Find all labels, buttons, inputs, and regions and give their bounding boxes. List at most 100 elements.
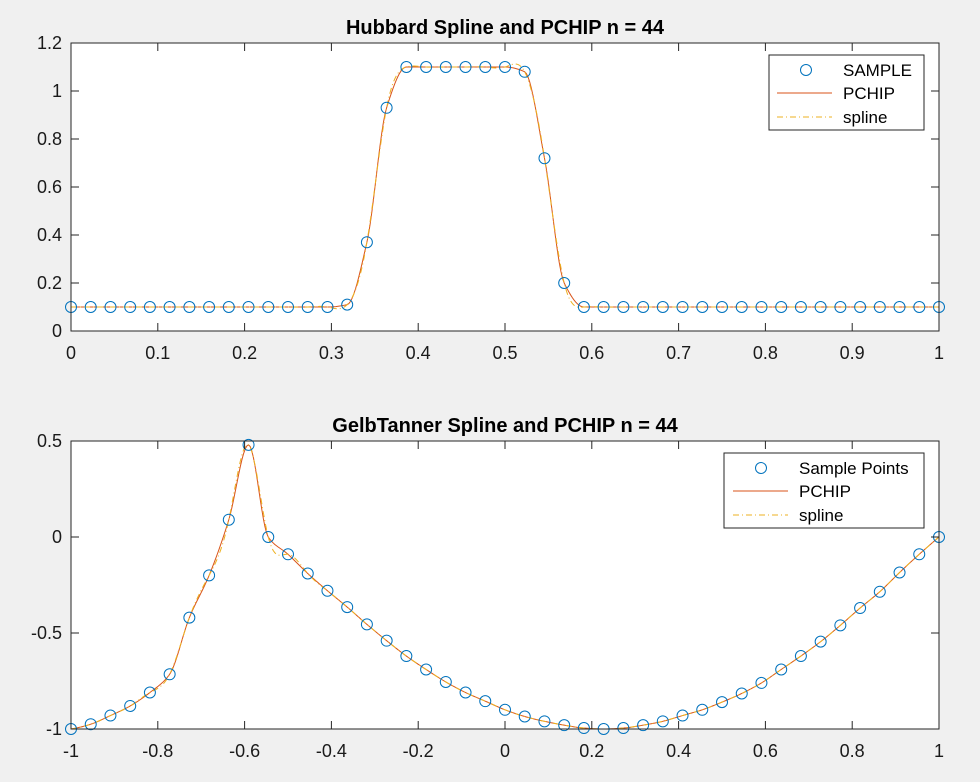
sample-point xyxy=(538,715,551,728)
legend-marker-circle xyxy=(755,462,767,474)
sample-point xyxy=(282,548,294,561)
axis-ticks: -1 -0.8 -0.6 -0.4 -0.2 0 0.2 0.4 0.6 0.8 1 -1 -0.5 0 0… xyxy=(31,431,944,761)
y-tick-label: 1 xyxy=(52,81,62,101)
sample-point xyxy=(834,619,847,632)
sample-point xyxy=(637,301,650,313)
y-tick-label: 1.2 xyxy=(37,33,62,53)
sample-point xyxy=(577,722,590,735)
sample-point xyxy=(814,635,827,648)
y-tick-label: 0 xyxy=(52,527,62,547)
sample-point xyxy=(203,301,216,313)
sample-point xyxy=(341,601,354,614)
sample-point xyxy=(203,569,216,582)
x-tick-label: 0.2 xyxy=(232,343,257,363)
sample-point xyxy=(676,709,689,722)
sample-point xyxy=(499,61,511,73)
sample-point xyxy=(321,301,334,313)
x-tick-label: -0.2 xyxy=(403,741,434,761)
sample-point xyxy=(794,301,807,313)
y-tick-label: -1 xyxy=(46,719,62,739)
hubbard-axes: Hubbard Spline and PCHIP n = 44 0 0.1 0.2 0… xyxy=(37,17,945,363)
sample-point xyxy=(676,301,689,313)
sample-point xyxy=(360,618,373,631)
x-tick-label: 0.3 xyxy=(319,343,344,363)
sample-point xyxy=(775,663,788,676)
sample-point xyxy=(360,236,373,249)
x-tick-label: 0.7 xyxy=(666,343,691,363)
sample-point xyxy=(459,61,472,73)
x-tick-label: 0.1 xyxy=(145,343,170,363)
sample-point xyxy=(479,695,492,708)
sample-point xyxy=(124,301,137,313)
sample-point xyxy=(183,301,196,313)
sample-point xyxy=(104,301,117,313)
sample-point xyxy=(716,301,728,313)
sample-point xyxy=(656,715,669,728)
x-tick-label: 0.6 xyxy=(579,343,604,363)
x-tick-label: -0.8 xyxy=(142,741,173,761)
sample-point xyxy=(242,438,255,451)
sample-point xyxy=(84,301,97,313)
x-tick-label: 0.4 xyxy=(666,741,691,761)
sample-point xyxy=(163,668,176,681)
sample-point xyxy=(617,722,630,735)
sample-point xyxy=(420,61,433,73)
legend-marker-circle xyxy=(800,64,812,76)
sample-point xyxy=(617,301,630,313)
legend-marker-sample xyxy=(800,64,812,76)
y-tick-label: 0 xyxy=(52,321,62,341)
sample-point xyxy=(163,301,176,313)
x-tick-label: 1 xyxy=(934,343,944,363)
sample-point xyxy=(696,703,709,716)
sample-point xyxy=(439,61,452,73)
sample-point xyxy=(124,699,137,712)
sample-point xyxy=(735,301,748,313)
x-tick-label: 0.8 xyxy=(753,343,778,363)
legend-marker-sample xyxy=(755,462,767,474)
x-tick-label: 0.6 xyxy=(753,741,778,761)
y-tick-label: 0.2 xyxy=(37,273,62,293)
x-tick-label: 0.9 xyxy=(840,343,865,363)
sample-point xyxy=(104,709,117,722)
sample-point xyxy=(577,301,590,313)
legend-label-pchip: PCHIP xyxy=(799,482,851,501)
sample-point xyxy=(143,686,156,699)
gelbtanner-axes: GelbTanner Spline and PCHIP n = 44 -1 -0.… xyxy=(31,415,945,761)
sample-point xyxy=(637,719,650,732)
legend-label-spline: spline xyxy=(799,506,843,525)
sample-point xyxy=(696,301,709,313)
y-tick-label: 0.6 xyxy=(37,177,62,197)
sample-point xyxy=(301,301,314,313)
legend-label-sample: Sample Points xyxy=(799,459,909,478)
x-tick-label: 0.5 xyxy=(492,343,517,363)
x-tick-label: 0 xyxy=(66,343,76,363)
sample-point xyxy=(755,676,768,689)
sample-point xyxy=(558,277,571,289)
sample-point xyxy=(143,301,156,313)
sample-point xyxy=(518,65,531,78)
y-tick-label: 0.5 xyxy=(37,431,62,451)
sample-point xyxy=(222,513,235,526)
sample-point xyxy=(499,703,511,716)
sample-point xyxy=(538,152,551,165)
chart-title: GelbTanner Spline and PCHIP n = 44 xyxy=(332,415,678,437)
x-tick-label: -0.6 xyxy=(229,741,260,761)
y-tick-label: 0.4 xyxy=(37,225,62,245)
sample-point xyxy=(893,566,906,579)
x-tick-label: 0.4 xyxy=(406,343,431,363)
sample-point xyxy=(242,301,255,313)
sample-point xyxy=(518,710,531,723)
sample-point xyxy=(775,301,788,313)
sample-point xyxy=(814,301,827,313)
sample-point xyxy=(222,301,235,313)
sample-point xyxy=(400,650,413,663)
sample-point xyxy=(854,602,867,615)
x-tick-label: 0.8 xyxy=(840,741,865,761)
x-tick-label: 0 xyxy=(500,741,510,761)
sample-point xyxy=(913,301,926,313)
x-tick-label: -0.4 xyxy=(316,741,347,761)
sample-point xyxy=(558,719,571,732)
sample-point xyxy=(321,584,334,597)
sample-point xyxy=(301,567,314,580)
